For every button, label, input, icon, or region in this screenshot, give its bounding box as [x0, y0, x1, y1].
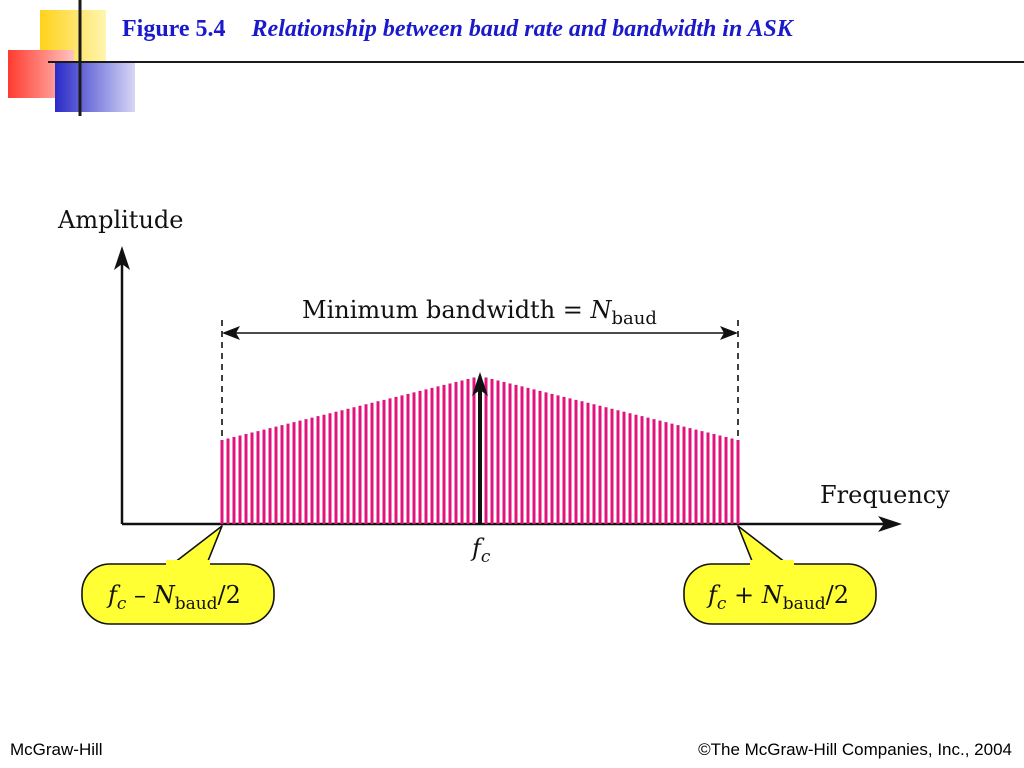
- right-f-sub: c: [717, 594, 727, 614]
- bandwidth-label-symbol: N: [590, 296, 613, 324]
- axes: [114, 246, 902, 532]
- x-axis-label: Frequency: [820, 481, 950, 509]
- left-tail: /2: [218, 581, 241, 609]
- center-frequency-label: fc: [470, 534, 491, 567]
- left-f-sub: c: [117, 594, 127, 614]
- right-n-sub: baud: [783, 594, 826, 614]
- right-operator: +: [726, 581, 761, 609]
- left-callout: fc – Nbaud/2: [81, 525, 275, 625]
- figure-number: Figure 5.4: [122, 16, 226, 42]
- bandwidth-label-main: Minimum bandwidth =: [302, 296, 591, 324]
- bandwidth-label-sub: baud: [612, 308, 657, 329]
- left-n-symbol: N: [153, 581, 176, 609]
- bandwidth-label: Minimum bandwidth = Nbaud: [302, 296, 657, 329]
- figure-caption: Relationship between baud rate and bandw…: [251, 16, 793, 42]
- right-callout-text: fc + Nbaud/2: [706, 581, 849, 614]
- spectrum: [220, 376, 740, 524]
- carrier-arrow: [472, 372, 488, 524]
- right-tail: /2: [826, 581, 849, 609]
- right-callout-joint: [750, 560, 794, 568]
- left-callout-joint: [166, 560, 210, 568]
- logo-blue-square: [55, 62, 135, 112]
- center-frequency-sub: c: [481, 547, 491, 567]
- slide-title: Figure 5.4 Relationship between baud rate…: [122, 16, 793, 43]
- x-axis-arrowhead: [878, 516, 902, 532]
- y-axis-arrowhead: [114, 246, 130, 270]
- logo-decoration: [8, 0, 1024, 116]
- footer-publisher: McGraw-Hill: [10, 740, 103, 759]
- footer-copyright: ©The McGraw-Hill Companies, Inc., 2004: [698, 740, 1012, 759]
- bandwidth-arrow-right: [720, 326, 738, 340]
- right-callout: fc + Nbaud/2: [683, 525, 877, 625]
- y-axis-label: Amplitude: [57, 206, 183, 234]
- bandwidth-arrow-left: [222, 326, 240, 340]
- left-callout-text: fc – Nbaud/2: [106, 581, 241, 614]
- right-n-symbol: N: [761, 581, 784, 609]
- bandwidth-bounds: [221, 320, 739, 438]
- left-n-sub: baud: [175, 594, 218, 614]
- carrier-arrow-head: [472, 372, 488, 396]
- left-operator: –: [126, 581, 153, 609]
